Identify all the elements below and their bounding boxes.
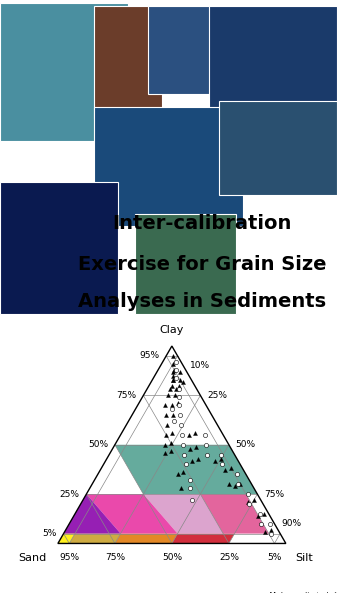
Text: Inter-calibration: Inter-calibration bbox=[113, 213, 292, 232]
FancyBboxPatch shape bbox=[148, 7, 222, 94]
Text: 50%: 50% bbox=[236, 440, 256, 449]
Text: Molenareli et al. (2009): Molenareli et al. (2009) bbox=[269, 592, 337, 593]
Text: 5%: 5% bbox=[267, 553, 282, 562]
Text: Sand: Sand bbox=[18, 553, 47, 563]
Polygon shape bbox=[115, 534, 178, 543]
Polygon shape bbox=[64, 494, 121, 534]
Polygon shape bbox=[69, 534, 121, 543]
Polygon shape bbox=[201, 494, 269, 534]
FancyBboxPatch shape bbox=[0, 182, 118, 314]
FancyBboxPatch shape bbox=[94, 107, 243, 227]
Text: 95%: 95% bbox=[59, 553, 79, 562]
Polygon shape bbox=[86, 494, 178, 534]
Text: 75%: 75% bbox=[264, 490, 284, 499]
Polygon shape bbox=[143, 494, 223, 534]
Text: Analyses in Sediments: Analyses in Sediments bbox=[78, 292, 326, 311]
FancyBboxPatch shape bbox=[94, 7, 162, 119]
Text: Exercise for Grain Size: Exercise for Grain Size bbox=[78, 254, 327, 273]
Text: Silt: Silt bbox=[295, 553, 313, 563]
Text: 5%: 5% bbox=[42, 529, 57, 538]
Text: 10%: 10% bbox=[190, 361, 210, 370]
FancyBboxPatch shape bbox=[0, 3, 128, 142]
Text: Clay: Clay bbox=[160, 324, 184, 334]
Polygon shape bbox=[172, 534, 235, 543]
Text: 25%: 25% bbox=[219, 553, 239, 562]
Polygon shape bbox=[115, 445, 257, 494]
FancyBboxPatch shape bbox=[219, 101, 337, 195]
Text: 25%: 25% bbox=[60, 490, 80, 499]
Text: 95%: 95% bbox=[139, 352, 159, 361]
Text: 25%: 25% bbox=[207, 391, 227, 400]
Text: 75%: 75% bbox=[116, 391, 136, 400]
FancyBboxPatch shape bbox=[209, 7, 337, 126]
Text: 90%: 90% bbox=[281, 519, 301, 528]
FancyBboxPatch shape bbox=[135, 213, 236, 314]
Text: 50%: 50% bbox=[162, 553, 182, 562]
Text: 50%: 50% bbox=[88, 440, 108, 449]
Text: 75%: 75% bbox=[105, 553, 125, 562]
Polygon shape bbox=[58, 534, 75, 543]
